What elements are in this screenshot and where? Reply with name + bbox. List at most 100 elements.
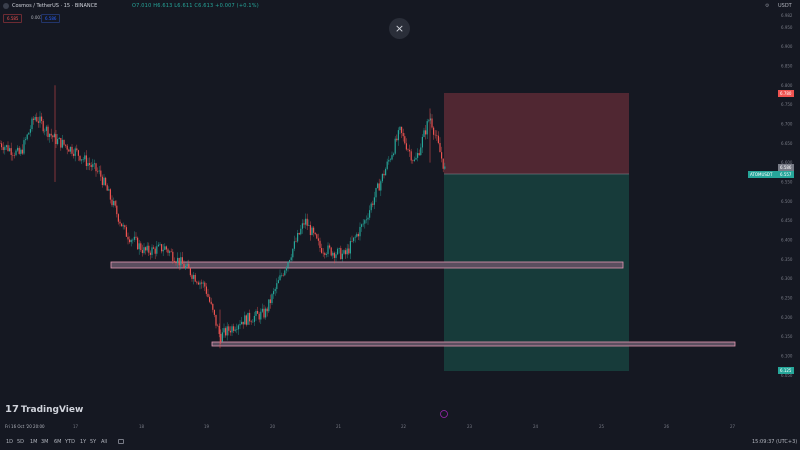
range-5d-button[interactable]: 5D: [17, 439, 25, 445]
candle: [103, 177, 105, 185]
candle: [439, 142, 441, 153]
candle: [87, 163, 89, 166]
candle: [154, 248, 156, 254]
candle: [359, 226, 361, 237]
price-tick-label: 6.850: [781, 63, 793, 68]
range-all-button[interactable]: All: [101, 439, 108, 445]
support-zone-upper[interactable]: [110, 261, 624, 269]
event-marker-icon[interactable]: [440, 410, 448, 418]
candle: [356, 234, 358, 237]
candle: [207, 293, 209, 297]
candle: [141, 250, 143, 253]
price-tick-label: 6.100: [781, 353, 793, 358]
candle: [385, 168, 387, 176]
range-1y-button[interactable]: 1Y: [80, 439, 87, 445]
time-tick-label: 27: [730, 424, 736, 429]
stop-loss-zone[interactable]: [444, 93, 629, 174]
candle: [332, 252, 334, 256]
candle: [263, 308, 265, 318]
symbol-title[interactable]: Cosmos / TetherUS · 15 · BINANCE: [12, 3, 98, 9]
candle: [287, 261, 289, 268]
candle: [234, 329, 236, 331]
candle: [372, 203, 374, 205]
candle: [109, 189, 111, 200]
candle: [188, 263, 190, 269]
gear-icon[interactable]: ⚙: [765, 3, 770, 9]
calendar-icon[interactable]: [118, 439, 124, 444]
candle: [402, 132, 404, 137]
candle: [140, 243, 142, 251]
candle: [84, 155, 86, 160]
candle: [101, 176, 103, 185]
take-profit-zone[interactable]: [444, 174, 629, 371]
candle: [161, 244, 163, 252]
candle: [253, 315, 255, 322]
candle: [105, 177, 107, 186]
candle: [421, 136, 423, 148]
candle: [357, 234, 359, 237]
candle: [156, 246, 158, 254]
candle: [233, 326, 235, 331]
currency-selector[interactable]: USDT: [778, 3, 792, 9]
candle: [205, 286, 207, 294]
price-tick-label: 6.900: [781, 44, 793, 49]
candle: [29, 129, 31, 133]
sell-price-button[interactable]: 6.585: [3, 14, 23, 23]
candle: [122, 225, 124, 227]
clock-readout[interactable]: 15:09:37 (UTC+3): [752, 439, 798, 445]
candle: [57, 139, 59, 144]
candle: [61, 139, 63, 148]
candle: [314, 232, 316, 235]
close-button[interactable]: ×: [389, 18, 410, 39]
range-5y-button[interactable]: 5Y: [90, 439, 97, 445]
candle: [412, 160, 414, 161]
candle: [125, 227, 127, 237]
candle: [135, 236, 137, 238]
candle: [76, 148, 78, 151]
buy-price-button[interactable]: 6.586: [41, 14, 61, 23]
candle: [362, 223, 364, 225]
price-axis[interactable]: 6.950 6.900 6.850 6.800 6.750 6.700 6.650 6.600…: [781, 25, 793, 378]
candle: [308, 225, 310, 226]
range-ytd-button[interactable]: YTD: [65, 439, 75, 445]
price-tick-label: 6.550: [781, 179, 793, 184]
candle: [212, 303, 214, 310]
candle: [330, 247, 332, 256]
top-price-label: 6.982: [781, 13, 793, 18]
candle: [162, 249, 164, 252]
range-3m-button[interactable]: 3M: [41, 439, 49, 445]
candle: [71, 146, 73, 154]
candle: [98, 170, 100, 172]
range-1d-button[interactable]: 1D: [6, 439, 14, 445]
candle: [377, 183, 379, 188]
range-1m-button[interactable]: 1M: [30, 439, 38, 445]
candle: [441, 152, 443, 159]
candle: [169, 251, 171, 253]
candle: [434, 134, 436, 136]
candle: [252, 321, 254, 323]
candle: [313, 227, 315, 233]
candle: [114, 201, 116, 206]
tradingview-logo[interactable]: 17 TradingView: [5, 404, 83, 415]
candle: [329, 245, 331, 248]
candle: [74, 148, 76, 156]
candle: [268, 299, 270, 312]
candle: [41, 116, 43, 121]
time-tick-label: 26: [664, 424, 670, 429]
candle: [393, 153, 395, 156]
candle: [245, 315, 247, 325]
support-zone-lower[interactable]: [211, 341, 736, 347]
candle: [236, 329, 238, 330]
time-axis[interactable]: 17 18 19 20 21 22 23 24 25 26 27: [73, 424, 736, 429]
candle: [269, 299, 271, 304]
candle: [21, 149, 23, 154]
price-tick-label: 6.050: [781, 373, 793, 378]
range-6m-button[interactable]: 6M: [54, 439, 62, 445]
candle: [241, 321, 243, 325]
candle: [127, 236, 129, 240]
candle: [95, 163, 97, 172]
candle: [151, 247, 153, 255]
candle: [149, 252, 151, 255]
time-tick-label: 21: [336, 424, 342, 429]
